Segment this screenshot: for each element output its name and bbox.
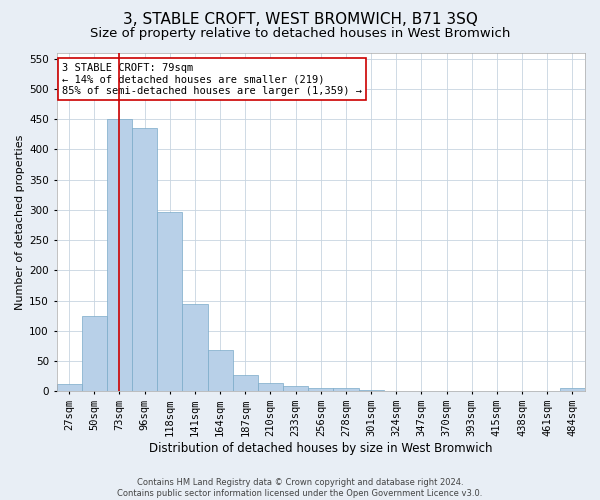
Bar	[208, 350, 233, 392]
Bar	[484, 390, 509, 392]
Bar	[383, 390, 409, 392]
Bar	[283, 386, 308, 392]
Bar	[334, 388, 359, 392]
Text: Contains HM Land Registry data © Crown copyright and database right 2024.
Contai: Contains HM Land Registry data © Crown c…	[118, 478, 482, 498]
X-axis label: Distribution of detached houses by size in West Bromwich: Distribution of detached houses by size …	[149, 442, 493, 455]
Bar	[359, 390, 383, 392]
Text: 3 STABLE CROFT: 79sqm
← 14% of detached houses are smaller (219)
85% of semi-det: 3 STABLE CROFT: 79sqm ← 14% of detached …	[62, 62, 362, 96]
Bar	[459, 390, 484, 392]
Text: Size of property relative to detached houses in West Bromwich: Size of property relative to detached ho…	[90, 28, 510, 40]
Bar	[409, 390, 434, 392]
Y-axis label: Number of detached properties: Number of detached properties	[15, 134, 25, 310]
Bar	[308, 388, 334, 392]
Bar	[182, 304, 208, 392]
Bar	[157, 212, 182, 392]
Bar	[56, 384, 82, 392]
Bar	[560, 388, 585, 392]
Text: 3, STABLE CROFT, WEST BROMWICH, B71 3SQ: 3, STABLE CROFT, WEST BROMWICH, B71 3SQ	[122, 12, 478, 28]
Bar	[233, 375, 258, 392]
Bar	[132, 128, 157, 392]
Bar	[82, 316, 107, 392]
Bar	[434, 390, 459, 392]
Bar	[107, 119, 132, 392]
Bar	[258, 383, 283, 392]
